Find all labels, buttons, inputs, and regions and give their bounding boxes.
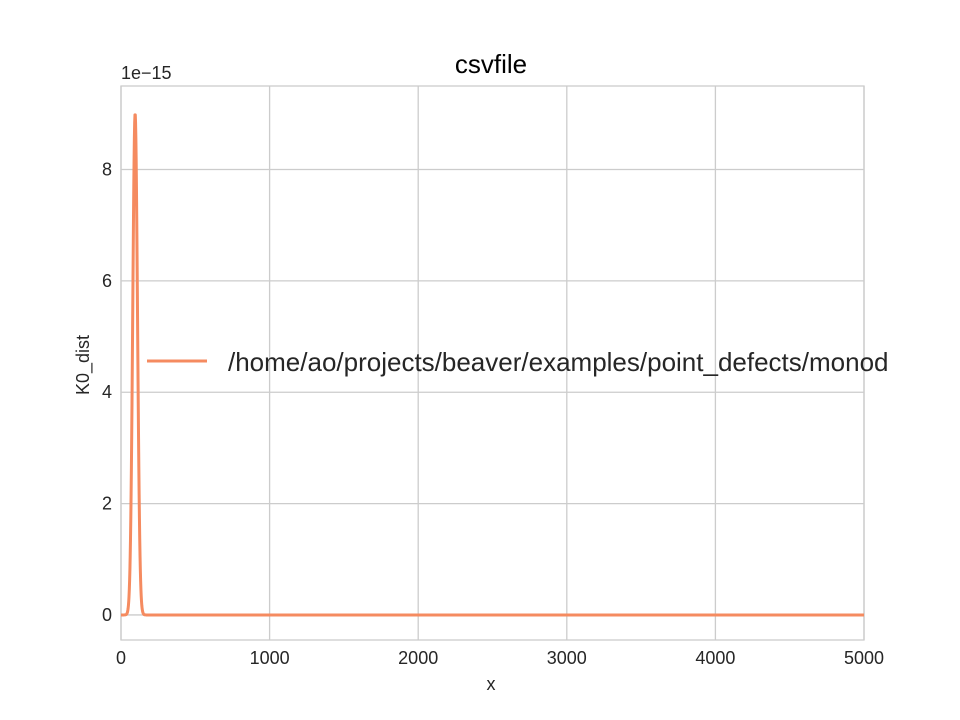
y-axis-offset-label: 1e−15	[121, 63, 172, 83]
x-tick-label: 3000	[547, 648, 587, 668]
series-layer	[119, 113, 866, 617]
y-tick-label: 6	[102, 271, 112, 291]
x-axis-ticks: 0 1000 2000 3000 4000 5000	[116, 648, 884, 668]
legend: /home/ao/projects/beaver/examples/point_…	[147, 347, 889, 377]
x-axis-label: x	[487, 674, 496, 694]
chart-title: csvfile	[455, 49, 527, 79]
y-tick-label: 4	[102, 382, 112, 402]
x-tick-label: 0	[116, 648, 126, 668]
x-tick-label: 1000	[250, 648, 290, 668]
y-tick-label: 2	[102, 494, 112, 514]
grid-lines	[120, 86, 865, 640]
legend-label: /home/ao/projects/beaver/examples/point_…	[228, 347, 889, 377]
y-axis-label: K0_dist	[73, 335, 94, 395]
series-line	[119, 113, 866, 617]
y-tick-label: 0	[102, 605, 112, 625]
plot-frame	[120, 85, 865, 641]
y-axis-ticks: 0 2 4 6 8	[102, 160, 112, 625]
x-tick-label: 5000	[844, 648, 884, 668]
x-tick-label: 4000	[695, 648, 735, 668]
x-tick-label: 2000	[398, 648, 438, 668]
y-tick-label: 8	[102, 160, 112, 180]
